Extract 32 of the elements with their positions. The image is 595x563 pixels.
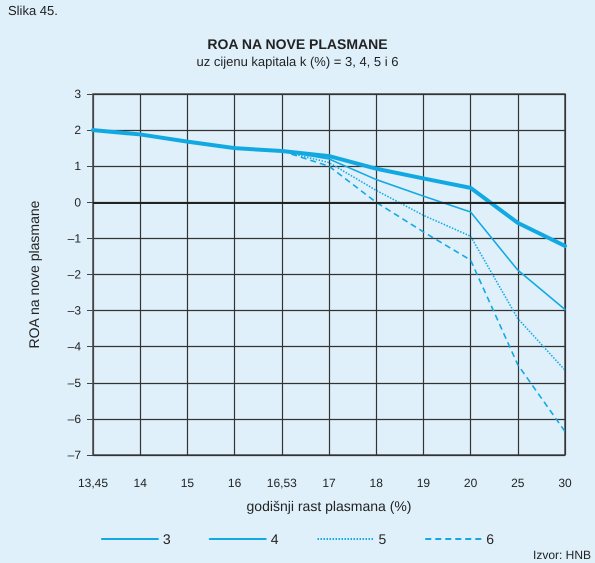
x-tick-label: 17 — [322, 476, 336, 490]
y-tick-label: –6 — [68, 412, 82, 426]
x-tick-label: 18 — [370, 476, 384, 490]
x-tick-label: 16 — [228, 476, 242, 490]
y-tick-label: 1 — [74, 159, 82, 174]
x-tick-label: 16,53 — [266, 476, 298, 490]
y-tick-label: 2 — [74, 123, 82, 138]
y-tick-label: –3 — [68, 304, 82, 318]
x-tick-label: 20 — [464, 476, 478, 490]
x-tick-label: 14 — [134, 476, 148, 490]
text: Izvor: HNB — [532, 548, 592, 562]
legend-label: 4 — [270, 531, 279, 547]
y-tick-label: –4 — [68, 340, 82, 354]
y-tick-label: 3 — [74, 87, 82, 101]
x-tick-label: 30 — [558, 476, 572, 490]
y-tick-label: 0 — [74, 195, 82, 210]
text: Slika 45. — [8, 3, 58, 18]
chart-subtitle: uz cijenu kapitala k (%) = 3, 4, 5 i 6 — [196, 54, 398, 69]
legend-label: 3 — [162, 531, 171, 547]
x-tick-label: 25 — [511, 476, 525, 490]
x-tick-label: 15 — [180, 476, 194, 490]
x-tick-label: 19 — [416, 476, 430, 490]
legend-label: 6 — [486, 531, 494, 547]
chart-title: ROA NA NOVE PLASMANE — [207, 36, 388, 52]
legend-label: 5 — [378, 531, 386, 547]
x-axis-title: godišnji rast plasmana (%) — [246, 498, 412, 514]
y-tick-label: –1 — [68, 231, 82, 246]
y-tick-label: –7 — [68, 448, 82, 462]
x-tick-label: 13,45 — [78, 476, 108, 490]
y-tick-label: –2 — [68, 268, 82, 282]
y-tick-label: –5 — [68, 376, 82, 390]
y-axis-title: ROA na nove plasmane — [26, 200, 42, 348]
